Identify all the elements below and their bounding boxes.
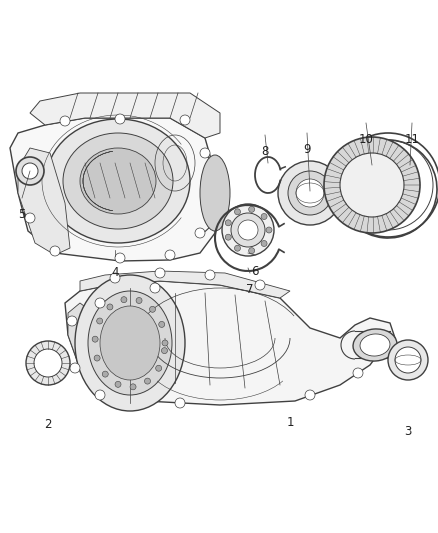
Circle shape [92, 336, 98, 342]
Circle shape [234, 245, 240, 251]
Circle shape [60, 116, 70, 126]
Circle shape [150, 283, 160, 293]
Polygon shape [65, 281, 395, 405]
Circle shape [278, 161, 342, 225]
Circle shape [388, 340, 428, 380]
Circle shape [261, 214, 267, 220]
Circle shape [238, 220, 258, 240]
Text: 1: 1 [286, 416, 294, 429]
Circle shape [155, 365, 162, 372]
Circle shape [102, 371, 108, 377]
Text: 5: 5 [18, 208, 26, 221]
Text: 6: 6 [251, 265, 259, 278]
Circle shape [107, 304, 113, 310]
Circle shape [145, 378, 151, 384]
Ellipse shape [200, 155, 230, 231]
Circle shape [175, 398, 185, 408]
Circle shape [200, 148, 210, 158]
Circle shape [95, 390, 105, 400]
Circle shape [231, 213, 265, 247]
Circle shape [249, 248, 254, 254]
Text: 3: 3 [404, 425, 412, 438]
Text: 10: 10 [359, 133, 374, 146]
Circle shape [25, 213, 35, 223]
Circle shape [162, 340, 168, 346]
Circle shape [180, 115, 190, 125]
Polygon shape [80, 271, 290, 298]
Circle shape [130, 384, 136, 390]
Circle shape [115, 253, 125, 263]
Text: 2: 2 [44, 418, 52, 431]
Circle shape [97, 318, 102, 324]
Ellipse shape [75, 275, 185, 411]
Circle shape [225, 234, 231, 240]
Text: 4: 4 [111, 266, 119, 279]
Circle shape [222, 204, 274, 256]
Circle shape [288, 171, 332, 215]
Circle shape [205, 270, 215, 280]
Circle shape [22, 163, 38, 179]
Circle shape [353, 368, 363, 378]
Circle shape [26, 341, 70, 385]
Circle shape [115, 381, 121, 387]
Text: 9: 9 [303, 143, 311, 156]
Circle shape [165, 250, 175, 260]
Circle shape [95, 298, 105, 308]
Circle shape [305, 390, 315, 400]
Circle shape [115, 114, 125, 124]
Ellipse shape [46, 119, 190, 243]
Polygon shape [10, 118, 215, 261]
Circle shape [340, 153, 404, 217]
Circle shape [50, 246, 60, 256]
Circle shape [149, 306, 155, 312]
Circle shape [70, 363, 80, 373]
Ellipse shape [360, 334, 390, 356]
Circle shape [225, 220, 231, 226]
Polygon shape [18, 148, 70, 255]
Circle shape [261, 240, 267, 246]
Circle shape [159, 321, 165, 327]
Circle shape [296, 179, 324, 207]
Circle shape [67, 316, 77, 326]
Ellipse shape [88, 291, 172, 395]
Circle shape [136, 297, 142, 303]
Circle shape [249, 206, 254, 212]
Circle shape [234, 209, 240, 215]
Circle shape [155, 268, 165, 278]
Circle shape [255, 280, 265, 290]
Circle shape [195, 228, 205, 238]
Circle shape [23, 158, 33, 168]
Circle shape [162, 348, 167, 353]
Ellipse shape [80, 148, 156, 214]
Text: 11: 11 [405, 133, 420, 146]
Circle shape [16, 157, 44, 185]
Circle shape [395, 347, 421, 373]
Ellipse shape [63, 133, 173, 229]
Circle shape [94, 355, 100, 361]
Circle shape [266, 227, 272, 233]
Circle shape [324, 137, 420, 233]
Polygon shape [30, 93, 220, 138]
Polygon shape [68, 303, 115, 385]
Circle shape [34, 349, 62, 377]
Circle shape [110, 273, 120, 283]
Circle shape [121, 297, 127, 303]
Ellipse shape [353, 329, 397, 361]
Text: 7: 7 [246, 283, 254, 296]
Ellipse shape [100, 306, 160, 380]
Text: 8: 8 [261, 145, 268, 158]
